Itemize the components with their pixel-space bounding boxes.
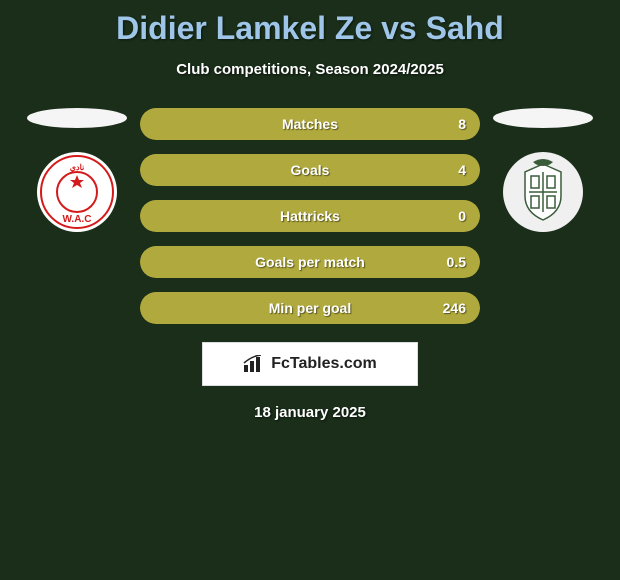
sahd-logo-icon <box>503 152 583 232</box>
stat-label: Goals per match <box>255 254 365 270</box>
content-area: نادي W.A.C Matches 8 Goals 4 Hattricks 0 Goals… <box>0 108 620 324</box>
stat-label: Min per goal <box>269 300 351 316</box>
footer-brand-box: FcTables.com <box>202 342 418 386</box>
left-column: نادي W.A.C <box>22 108 132 232</box>
left-ellipse <box>27 108 127 128</box>
right-column <box>488 108 598 232</box>
left-team-logo: نادي W.A.C <box>37 152 117 232</box>
stat-bar: Goals per match 0.5 <box>140 246 480 278</box>
stat-label: Goals <box>291 162 330 178</box>
right-ellipse <box>493 108 593 128</box>
right-team-logo <box>503 152 583 232</box>
stat-bar: Matches 8 <box>140 108 480 140</box>
page-title: Didier Lamkel Ze vs Sahd <box>0 0 620 47</box>
bars-icon <box>243 355 265 373</box>
stat-bar: Hattricks 0 <box>140 200 480 232</box>
stats-container: Matches 8 Goals 4 Hattricks 0 Goals per match 0… <box>140 108 480 324</box>
stat-value: 246 <box>443 300 466 316</box>
stat-label: Matches <box>282 116 338 132</box>
stat-bar: Min per goal 246 <box>140 292 480 324</box>
stat-value: 0 <box>458 208 466 224</box>
footer-brand-text: FcTables.com <box>271 355 377 373</box>
stat-value: 8 <box>458 116 466 132</box>
footer-date: 18 january 2025 <box>0 404 620 421</box>
svg-text:نادي: نادي <box>70 163 85 173</box>
stat-bar: Goals 4 <box>140 154 480 186</box>
stat-value: 4 <box>458 162 466 178</box>
stat-label: Hattricks <box>280 208 340 224</box>
svg-text:W.A.C: W.A.C <box>63 214 92 225</box>
stat-value: 0.5 <box>447 254 466 270</box>
wac-logo-icon: نادي W.A.C <box>37 152 117 232</box>
subtitle: Club competitions, Season 2024/2025 <box>0 61 620 78</box>
